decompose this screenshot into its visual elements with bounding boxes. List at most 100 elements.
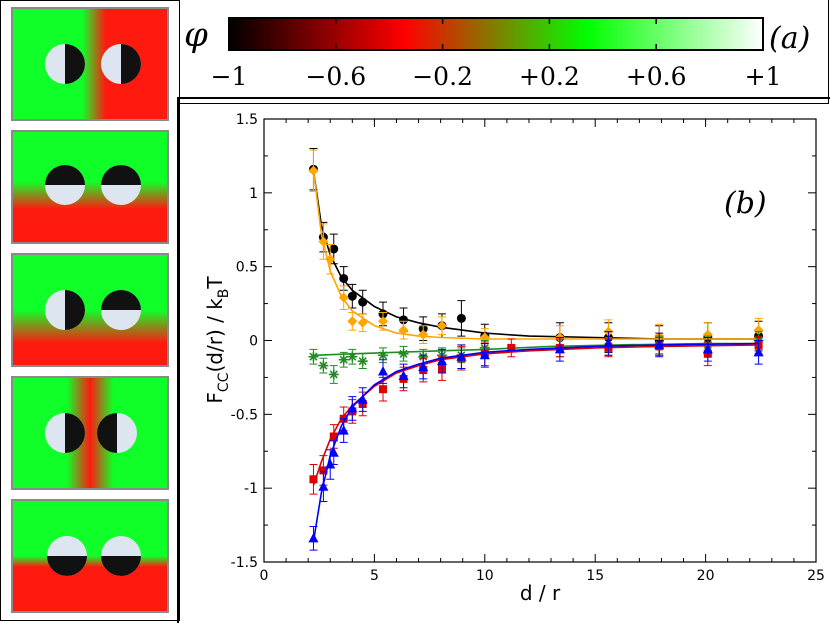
data-point-triangle	[479, 349, 490, 360]
data-point-triangle	[418, 361, 429, 372]
colorbar-frame	[179, 0, 829, 104]
colorbar-tick-label: +1	[745, 62, 782, 91]
series-diamond	[308, 149, 764, 350]
janus-black-half	[101, 165, 141, 185]
y-tick-label: 1	[249, 186, 258, 202]
data-point-triangle	[338, 425, 349, 435]
colorbar-tick-label: −0.2	[412, 62, 473, 91]
data-point-circle	[329, 244, 339, 254]
janus-black-half	[65, 44, 85, 84]
data-point-diamond	[325, 254, 336, 265]
x-tick-label: 25	[807, 568, 825, 584]
field-map	[13, 255, 167, 365]
data-point-star	[328, 369, 339, 380]
data-point-triangle	[325, 459, 336, 469]
janus-black-half	[121, 44, 141, 84]
configuration-panel-1	[11, 7, 169, 121]
data-point-triangle	[554, 343, 565, 354]
series-circle	[308, 148, 764, 356]
colorbar-symbol: φ	[184, 15, 208, 55]
janus-black-half	[65, 413, 85, 453]
janus-black-half	[45, 165, 85, 185]
configuration-panels	[0, 0, 180, 621]
plot-frame	[177, 97, 830, 623]
data-point-square	[309, 475, 318, 484]
data-point-triangle	[398, 370, 409, 380]
data-point-diamond	[398, 325, 409, 336]
y-tick-label: 1.5	[236, 112, 258, 128]
y-axis-label: FCC(d/r) / kBT	[203, 276, 232, 404]
data-point-circle	[358, 297, 368, 307]
x-tick-label: 15	[586, 568, 604, 584]
colorbar	[228, 17, 764, 51]
data-point-star	[378, 350, 389, 361]
field-background	[13, 9, 167, 119]
data-point-star	[338, 354, 349, 365]
data-point-diamond	[436, 320, 447, 331]
field-background	[13, 132, 167, 242]
data-point-diamond	[378, 316, 389, 327]
data-point-circle	[456, 313, 466, 323]
series-square	[309, 335, 763, 495]
data-point-star	[318, 360, 329, 371]
x-tick-label: 10	[476, 568, 494, 584]
fit-line	[312, 170, 759, 340]
data-point-triangle	[753, 346, 764, 357]
data-point-diamond	[338, 292, 349, 303]
series-layer	[308, 148, 764, 551]
colorbar-tick-label: −1	[211, 62, 248, 91]
data-point-triangle	[357, 394, 368, 404]
configuration-panel-2	[11, 130, 169, 244]
y-tick-label: -1	[244, 481, 258, 497]
configuration-panel-3	[11, 253, 169, 367]
field-background	[13, 378, 167, 488]
field-map	[13, 132, 167, 242]
data-point-triangle	[436, 355, 447, 366]
janus-black-half	[97, 413, 117, 453]
janus-black-half	[65, 290, 85, 330]
data-point-diamond	[347, 316, 358, 327]
field-map	[13, 9, 167, 119]
colorbar-ticks: −1 −0.6 −0.2 +0.2 +0.6 +1	[211, 18, 782, 91]
data-point-star	[398, 348, 409, 359]
data-point-circle	[399, 315, 409, 325]
data-point-triangle	[603, 337, 614, 348]
data-point-diamond	[753, 325, 764, 336]
data-point-triangle	[702, 343, 713, 354]
data-point-star	[308, 351, 319, 362]
janus-black-half	[47, 556, 87, 576]
data-point-square	[507, 343, 516, 352]
data-point-diamond	[357, 317, 368, 328]
configuration-panel-4	[11, 376, 169, 490]
colorbar-label: (a)	[769, 21, 810, 56]
colorbar-tick-label: −0.6	[305, 62, 366, 91]
y-tick-label: -1.5	[231, 555, 258, 571]
data-point-star	[357, 356, 368, 367]
janus-black-half	[101, 556, 141, 576]
field-background	[13, 501, 167, 611]
field-map	[13, 378, 167, 488]
x-tick-label: 20	[697, 568, 715, 584]
data-point-square	[329, 432, 338, 441]
configuration-panel-5	[11, 499, 169, 613]
janus-black-half	[101, 290, 141, 310]
field-background	[13, 255, 167, 365]
colorbar-tick-label: +0.6	[626, 62, 687, 91]
series-triangle	[308, 331, 764, 551]
panel-label-b: (b)	[724, 186, 767, 221]
data-point-square	[379, 385, 388, 394]
data-point-diamond	[318, 236, 329, 247]
colorbar-tick-label: +0.2	[519, 62, 580, 91]
data-point-triangle	[318, 481, 329, 491]
x-tick-label: 5	[370, 568, 379, 584]
data-point-circle	[339, 273, 349, 283]
field-map	[13, 501, 167, 611]
axes: 0 5 10 15 20 25 -1.5 -1 -0.5 0 0.5 1 1.5	[231, 112, 825, 584]
data-point-star	[347, 351, 358, 362]
data-point-triangle	[347, 402, 358, 413]
data-point-diamond	[308, 165, 319, 176]
data-point-triangle	[378, 366, 389, 376]
data-point-square	[319, 466, 328, 475]
y-tick-label: 0	[249, 334, 258, 350]
